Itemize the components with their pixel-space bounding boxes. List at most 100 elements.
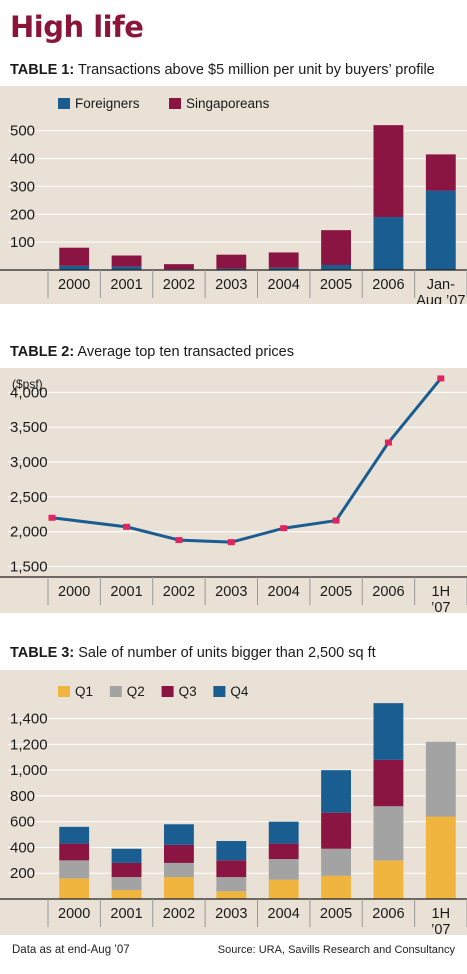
x-tick-label: 2005: [320, 584, 352, 600]
x-tick-label: 2001: [110, 584, 142, 600]
bar-q2: [111, 877, 142, 890]
legend-label: Q1: [75, 684, 93, 699]
y-tick-label: 4,000: [10, 384, 48, 401]
bar-foreigners: [111, 266, 142, 270]
bar-singaporeans: [321, 230, 351, 265]
table1-chart: 100 200 300 400 500 Foreigners Singaporeans 200…: [0, 96, 467, 309]
x-tick-label: 2006: [372, 277, 404, 293]
legend-label: Q2: [127, 684, 145, 699]
legend-label: Singaporeans: [186, 96, 270, 111]
y-tick-label: 400: [10, 151, 35, 168]
bar-q3: [321, 812, 351, 849]
bar-q4: [373, 703, 404, 760]
y-tick-label: 1,500: [10, 559, 48, 576]
bar-q4: [111, 848, 142, 863]
table3-chart: 200 400 600 800 1,000 1,200 1,400 Q1 Q2 Q3 Q4 2000 2…: [0, 684, 467, 938]
y-tick-label: 200: [10, 865, 35, 882]
bar-q2: [321, 848, 351, 876]
y-tick-label: 1,200: [10, 736, 48, 753]
bar-q2: [373, 806, 404, 861]
x-tick-label: 2002: [163, 277, 195, 293]
y-tick-label: 2,000: [10, 524, 48, 541]
bar-q4: [59, 826, 90, 844]
data-note: Data as at end-Aug ’07: [12, 944, 130, 956]
x-tick-label: 2002: [163, 906, 195, 922]
x-tick-label: 2001: [110, 906, 142, 922]
x-tick-label: 2000: [58, 277, 90, 293]
bar-q2: [268, 859, 299, 880]
bar-foreigners: [321, 264, 351, 270]
x-tick-label: 2003: [215, 277, 247, 293]
y-tick-label: 1,400: [10, 711, 48, 728]
y-tick-label: 600: [10, 814, 35, 831]
table3-label: TABLE 3:: [10, 645, 75, 661]
bar-singaporeans: [268, 252, 299, 268]
bar-foreigners: [425, 190, 456, 270]
legend-label: Q4: [230, 684, 249, 699]
x-tick-label: Aug ’07: [416, 293, 465, 304]
table2-chart: 1,500 2,000 2,500 3,000 3,500 4,000($psf) 2000…: [0, 375, 467, 616]
y-tick-label: 400: [10, 839, 35, 856]
x-tick-label: 2004: [268, 906, 300, 922]
table3-title: TABLE 3: Sale of number of units bigger …: [10, 645, 376, 661]
x-tick-label: Jan-: [427, 277, 455, 293]
bar-q4: [321, 770, 351, 813]
bar-q1: [164, 877, 194, 899]
x-tick-label: 2004: [268, 277, 300, 293]
x-tick-label: 2005: [320, 906, 352, 922]
main-title: High life: [10, 10, 144, 44]
bar-q3: [268, 843, 299, 860]
table1-label: TABLE 1:: [10, 62, 75, 78]
x-tick-label: 2002: [163, 584, 195, 600]
y-tick-label: 500: [10, 123, 35, 140]
bar-q1: [59, 878, 90, 899]
bar-foreigners: [268, 267, 299, 270]
x-tick-label: 2001: [110, 277, 142, 293]
y-tick-label: 200: [10, 206, 35, 223]
x-tick-label: 2000: [58, 584, 90, 600]
bar-singaporeans: [373, 125, 404, 218]
bar-q2: [425, 741, 456, 817]
bar-q3: [59, 843, 90, 861]
data-point: [123, 523, 131, 530]
bar-q1: [425, 816, 456, 899]
data-point: [280, 525, 288, 532]
data-point: [384, 439, 392, 446]
legend-label: Foreigners: [75, 96, 140, 111]
x-tick-label: 2006: [372, 584, 404, 600]
data-point: [437, 375, 445, 382]
legend-label: Q3: [179, 684, 197, 699]
x-tick-label: 2003: [215, 906, 247, 922]
bar-q1: [216, 891, 247, 899]
data-point: [227, 539, 235, 546]
table2-label: TABLE 2:: [10, 344, 75, 360]
bar-q1: [111, 889, 142, 899]
bar-q3: [111, 862, 142, 878]
bar-q1: [268, 879, 299, 899]
bar-q3: [373, 759, 404, 807]
y-tick-label: 2,500: [10, 489, 48, 506]
table3-title-text: Sale of number of units bigger than 2,50…: [78, 645, 376, 661]
y-tick-label: 3,500: [10, 419, 48, 436]
x-tick-label: ’07: [431, 600, 450, 613]
price-line: [51, 377, 442, 544]
data-point: [48, 514, 56, 521]
legend-swatch: [213, 686, 226, 697]
y-tick-label: 1,000: [10, 762, 48, 779]
data-point: [332, 517, 340, 524]
legend-swatch: [169, 98, 181, 109]
source-note: Source: URA, Savills Research and Consul…: [217, 944, 455, 956]
table1-title: TABLE 1: Transactions above $5 million p…: [10, 62, 435, 78]
x-tick-label: ’07: [431, 922, 450, 935]
x-tick-label: 2006: [372, 906, 404, 922]
table2-title-text: Average top ten transacted prices: [77, 344, 294, 360]
bar-singaporeans: [111, 255, 142, 267]
y-tick-label: 3,000: [10, 454, 48, 471]
x-tick-label: 2000: [58, 906, 90, 922]
y-tick-label: 300: [10, 178, 35, 195]
table2-panel: 1,500 2,000 2,500 3,000 3,500 4,000 ($psf) 2000…: [0, 368, 467, 616]
legend-swatch: [58, 686, 70, 697]
bar-singaporeans: [425, 154, 456, 191]
bar-singaporeans: [216, 254, 247, 269]
table1-panel: 100 200 300 400 500 Foreigners Singaporeans 200…: [0, 86, 467, 309]
